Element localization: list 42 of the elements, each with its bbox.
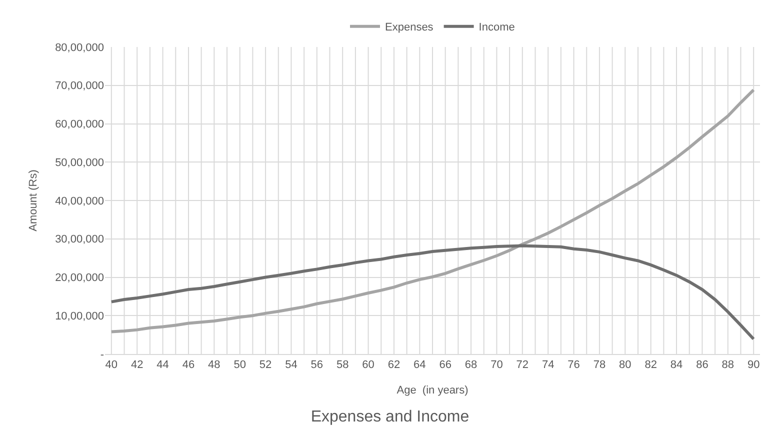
y-tick-label: -	[100, 348, 104, 361]
x-axis-title: Age (in years)	[396, 384, 468, 396]
x-tick-label: 60	[362, 359, 374, 372]
line-series	[110, 88, 756, 334]
x-tick-label: 40	[105, 359, 118, 372]
y-tick-label: 10,00,000	[55, 310, 104, 322]
x-tick-label: 58	[336, 359, 349, 372]
x-tick-label: 70	[490, 359, 503, 372]
x-tick-label: 42	[130, 359, 144, 372]
x-tick-label: 54	[285, 359, 298, 372]
x-tick-label: 44	[156, 359, 169, 372]
x-tick-label: 86	[696, 359, 708, 372]
legend-label: Expenses	[385, 22, 434, 34]
x-tick-label: 72	[516, 359, 529, 372]
x-tick-label: 68	[464, 359, 478, 372]
x-tick-label: 74	[542, 359, 554, 372]
x-tick-label: 56	[310, 359, 324, 372]
x-tick-label: 62	[388, 359, 400, 372]
x-tick-label: 76	[568, 359, 580, 372]
x-tick-label: 64	[414, 359, 426, 372]
x-tick-label: 78	[593, 359, 606, 372]
y-tick-label: 50,00,000	[55, 156, 104, 169]
x-tick-label: 88	[722, 359, 734, 372]
x-tick-label: 66	[439, 359, 452, 372]
y-tick-label: 20,00,000	[55, 272, 104, 284]
x-tick-label: 50	[234, 359, 246, 372]
y-tick-label: 30,00,000	[55, 234, 104, 246]
x-tick-label: 52	[259, 359, 272, 372]
x-tick-label: 82	[644, 359, 657, 372]
x-tick-label: 84	[670, 359, 683, 372]
line-series	[110, 244, 756, 341]
y-tick-label: 60,00,000	[55, 118, 104, 131]
text: Expenses and Income	[310, 408, 470, 426]
x-tick-label: 48	[208, 359, 220, 372]
y-axis-title: Amount (Rs)	[28, 170, 40, 232]
y-tick-label: 40,00,000	[55, 195, 104, 208]
legend-label: Income	[478, 22, 515, 34]
x-tick-label: 80	[619, 359, 632, 372]
y-tick-label: 80,00,000	[55, 42, 104, 54]
x-tick-label: 90	[747, 359, 760, 372]
x-tick-label: 46	[182, 359, 195, 372]
y-tick-label: 70,00,000	[55, 80, 104, 92]
